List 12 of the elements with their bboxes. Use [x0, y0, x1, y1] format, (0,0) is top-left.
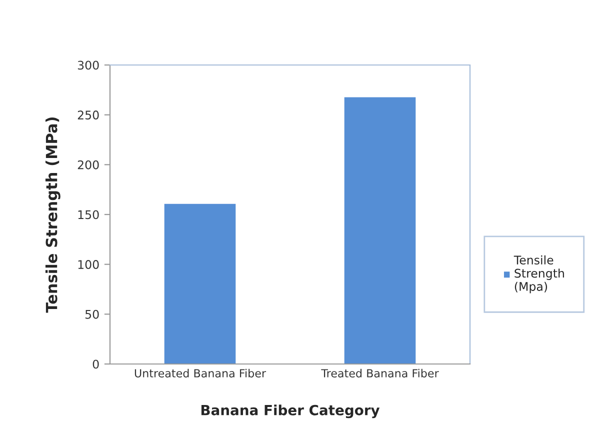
legend-label: Tensile Strength (Mpa) [514, 255, 564, 294]
x-tick-label: Treated Banana Fiber [321, 368, 439, 378]
x-axis-title: Banana Fiber Category [201, 404, 380, 418]
y-tick-label: 50 [85, 310, 99, 319]
y-tick-label: 0 [92, 360, 99, 369]
y-tick-label: 300 [78, 60, 99, 70]
y-tick-label: 200 [78, 160, 99, 170]
y-tick-label: 100 [78, 260, 99, 269]
x-tick-label: Untreated Banana Fiber [134, 368, 266, 378]
y-tick-label: 150 [78, 210, 99, 220]
y-tick-label: 250 [78, 110, 99, 120]
y-axis-title: Tensile Strength (MPa) [45, 117, 60, 313]
